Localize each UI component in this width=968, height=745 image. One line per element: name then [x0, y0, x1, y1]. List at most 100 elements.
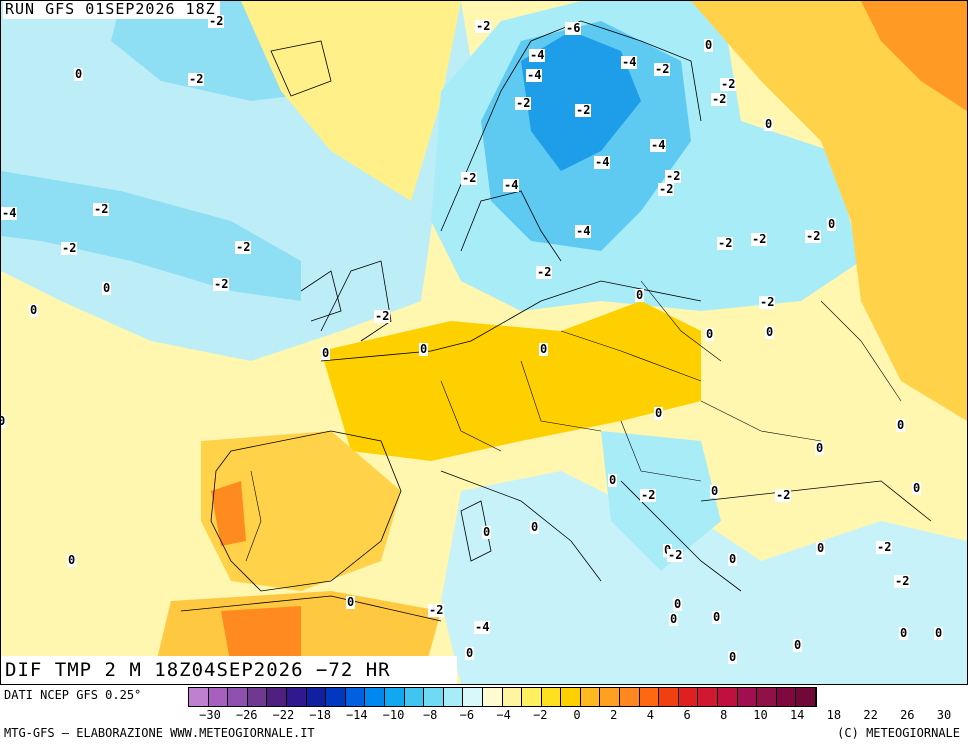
isoline-label: -2	[93, 202, 110, 216]
colorbar-tick-label: 14	[789, 708, 805, 722]
colorbar	[188, 687, 817, 707]
colorbar-swatch	[306, 688, 327, 706]
colorbar-swatch	[678, 688, 699, 706]
isoline-label: 0	[635, 288, 645, 302]
map-canvas	[1, 1, 967, 684]
colorbar-tick-label: −26	[235, 708, 258, 722]
temperature-difference-map: RUN GFS 01SEP2026 18Z -2 -2 -6 0 -2 -4 -4 -2 0 -2…	[0, 0, 968, 685]
isoline-label: -2	[374, 309, 391, 323]
portugal-hot	[211, 481, 246, 546]
isoline-label: 0	[793, 638, 803, 652]
colorbar-tick-label: 22	[863, 708, 878, 722]
isoline-label: -4	[474, 620, 491, 634]
colorbar-tick-label: −4	[496, 708, 511, 722]
colorbar-tick-label: 6	[683, 708, 691, 722]
isoline-label: -2	[61, 241, 78, 255]
atlantic-warm-band	[241, 1, 461, 201]
colorbar-swatch	[208, 688, 229, 706]
colorbar-swatch	[463, 688, 483, 706]
isoline-label: -2	[188, 72, 205, 86]
isoline-label: -4	[1, 206, 18, 220]
isoline-label: -2	[759, 295, 776, 309]
colorbar-swatch	[639, 688, 660, 706]
isoline-label: -2	[876, 540, 893, 554]
run-label: RUN GFS 01SEP2026 18Z	[3, 1, 220, 19]
colorbar-tick-label: −10	[382, 708, 405, 722]
isoline-label: -2	[208, 14, 225, 28]
colorbar-tick-label: 18	[826, 708, 842, 722]
isoline-label: 0	[764, 117, 774, 131]
isoline-label: 0	[29, 303, 39, 317]
colorbar-swatch	[267, 688, 287, 706]
isoline-label: -2	[717, 236, 734, 250]
isoline-label: 0	[74, 67, 84, 81]
isoline-label: -4	[650, 138, 667, 152]
colorbar-swatch	[541, 688, 562, 706]
colorbar-swatch	[620, 688, 640, 706]
isoline-label: -2	[654, 62, 671, 76]
colorbar-swatch	[698, 688, 719, 706]
isoline-label: -4	[529, 48, 546, 62]
isoline-label: -2	[720, 77, 737, 91]
footer-credit: MTG-GFS – ELABORAZIONE WWW.METEOGIORNALE…	[4, 726, 315, 740]
colorbar-swatch	[247, 688, 268, 706]
colorbar-swatch	[522, 688, 542, 706]
isoline-label: -2	[667, 548, 684, 562]
colorbar-swatch	[502, 688, 523, 706]
isoline-label: -4	[575, 224, 592, 238]
isoline-label: 0	[465, 646, 475, 660]
colorbar-swatch	[580, 688, 601, 706]
isoline-label: 0	[539, 342, 549, 356]
colorbar-tick-label: 30	[936, 708, 952, 722]
isoline-label: -2	[475, 19, 492, 33]
isoline-label: 0	[704, 38, 714, 52]
russia-hot	[861, 1, 967, 111]
isoline-label: -2	[658, 182, 675, 196]
isoline-label: -2	[665, 169, 682, 183]
colorbar-swatch	[404, 688, 425, 706]
isoline-label: -4	[594, 155, 611, 169]
isoline-label: -4	[621, 55, 638, 69]
isoline-label: -2	[640, 488, 657, 502]
colorbar-swatch	[443, 688, 464, 706]
colorbar-swatch	[561, 688, 581, 706]
isoline-label: 0	[827, 217, 837, 231]
isoline-label: 0	[608, 473, 618, 487]
isoline-label: 0	[728, 552, 738, 566]
colorbar-tick-label: 26	[900, 708, 915, 722]
isoline-label: 0	[896, 418, 906, 432]
atlantic-cold-band	[1, 171, 301, 301]
isoline-label: 0	[419, 342, 429, 356]
colorbar-swatch	[345, 688, 366, 706]
isoline-label: -2	[213, 277, 230, 291]
isoline-label: 0	[669, 612, 679, 626]
isoline-label: 0	[816, 541, 826, 555]
isoline-label: 0	[482, 525, 492, 539]
isoline-label: 0	[321, 346, 331, 360]
isoline-label: 0	[67, 553, 77, 567]
central-europe-warm	[321, 301, 701, 461]
balkans-cool	[601, 431, 721, 571]
isoline-label: 0	[705, 327, 715, 341]
colorbar-tick-label: −22	[272, 708, 295, 722]
isoline-label: 0	[654, 406, 664, 420]
source-label: DATI NCEP GFS 0.25°	[4, 688, 142, 702]
colorbar-tick-label: 0	[573, 708, 581, 722]
colorbar-swatch	[776, 688, 797, 706]
scandinavia-core	[521, 31, 641, 171]
colorbar-swatch	[757, 688, 777, 706]
colorbar-tick-label: −6	[459, 708, 475, 722]
coastlines	[180, 20, 932, 622]
colorbar-swatch	[482, 688, 503, 706]
isoline-label: -2	[751, 232, 768, 246]
isoline-label: -2	[536, 265, 553, 279]
isoline-label: -2	[461, 171, 478, 185]
isoline-label: -2	[894, 574, 911, 588]
colorbar-swatch	[189, 688, 209, 706]
colorbar-swatch	[286, 688, 307, 706]
isoline-label: 0	[934, 626, 944, 640]
colorbar-tick-label: 4	[646, 708, 655, 722]
diff-label: DIF TMP 2 M 18Z04SEP2026 −72 HR	[1, 656, 457, 684]
colorbar-tick-label: 10	[753, 708, 768, 722]
isoline-label: -2	[235, 240, 252, 254]
